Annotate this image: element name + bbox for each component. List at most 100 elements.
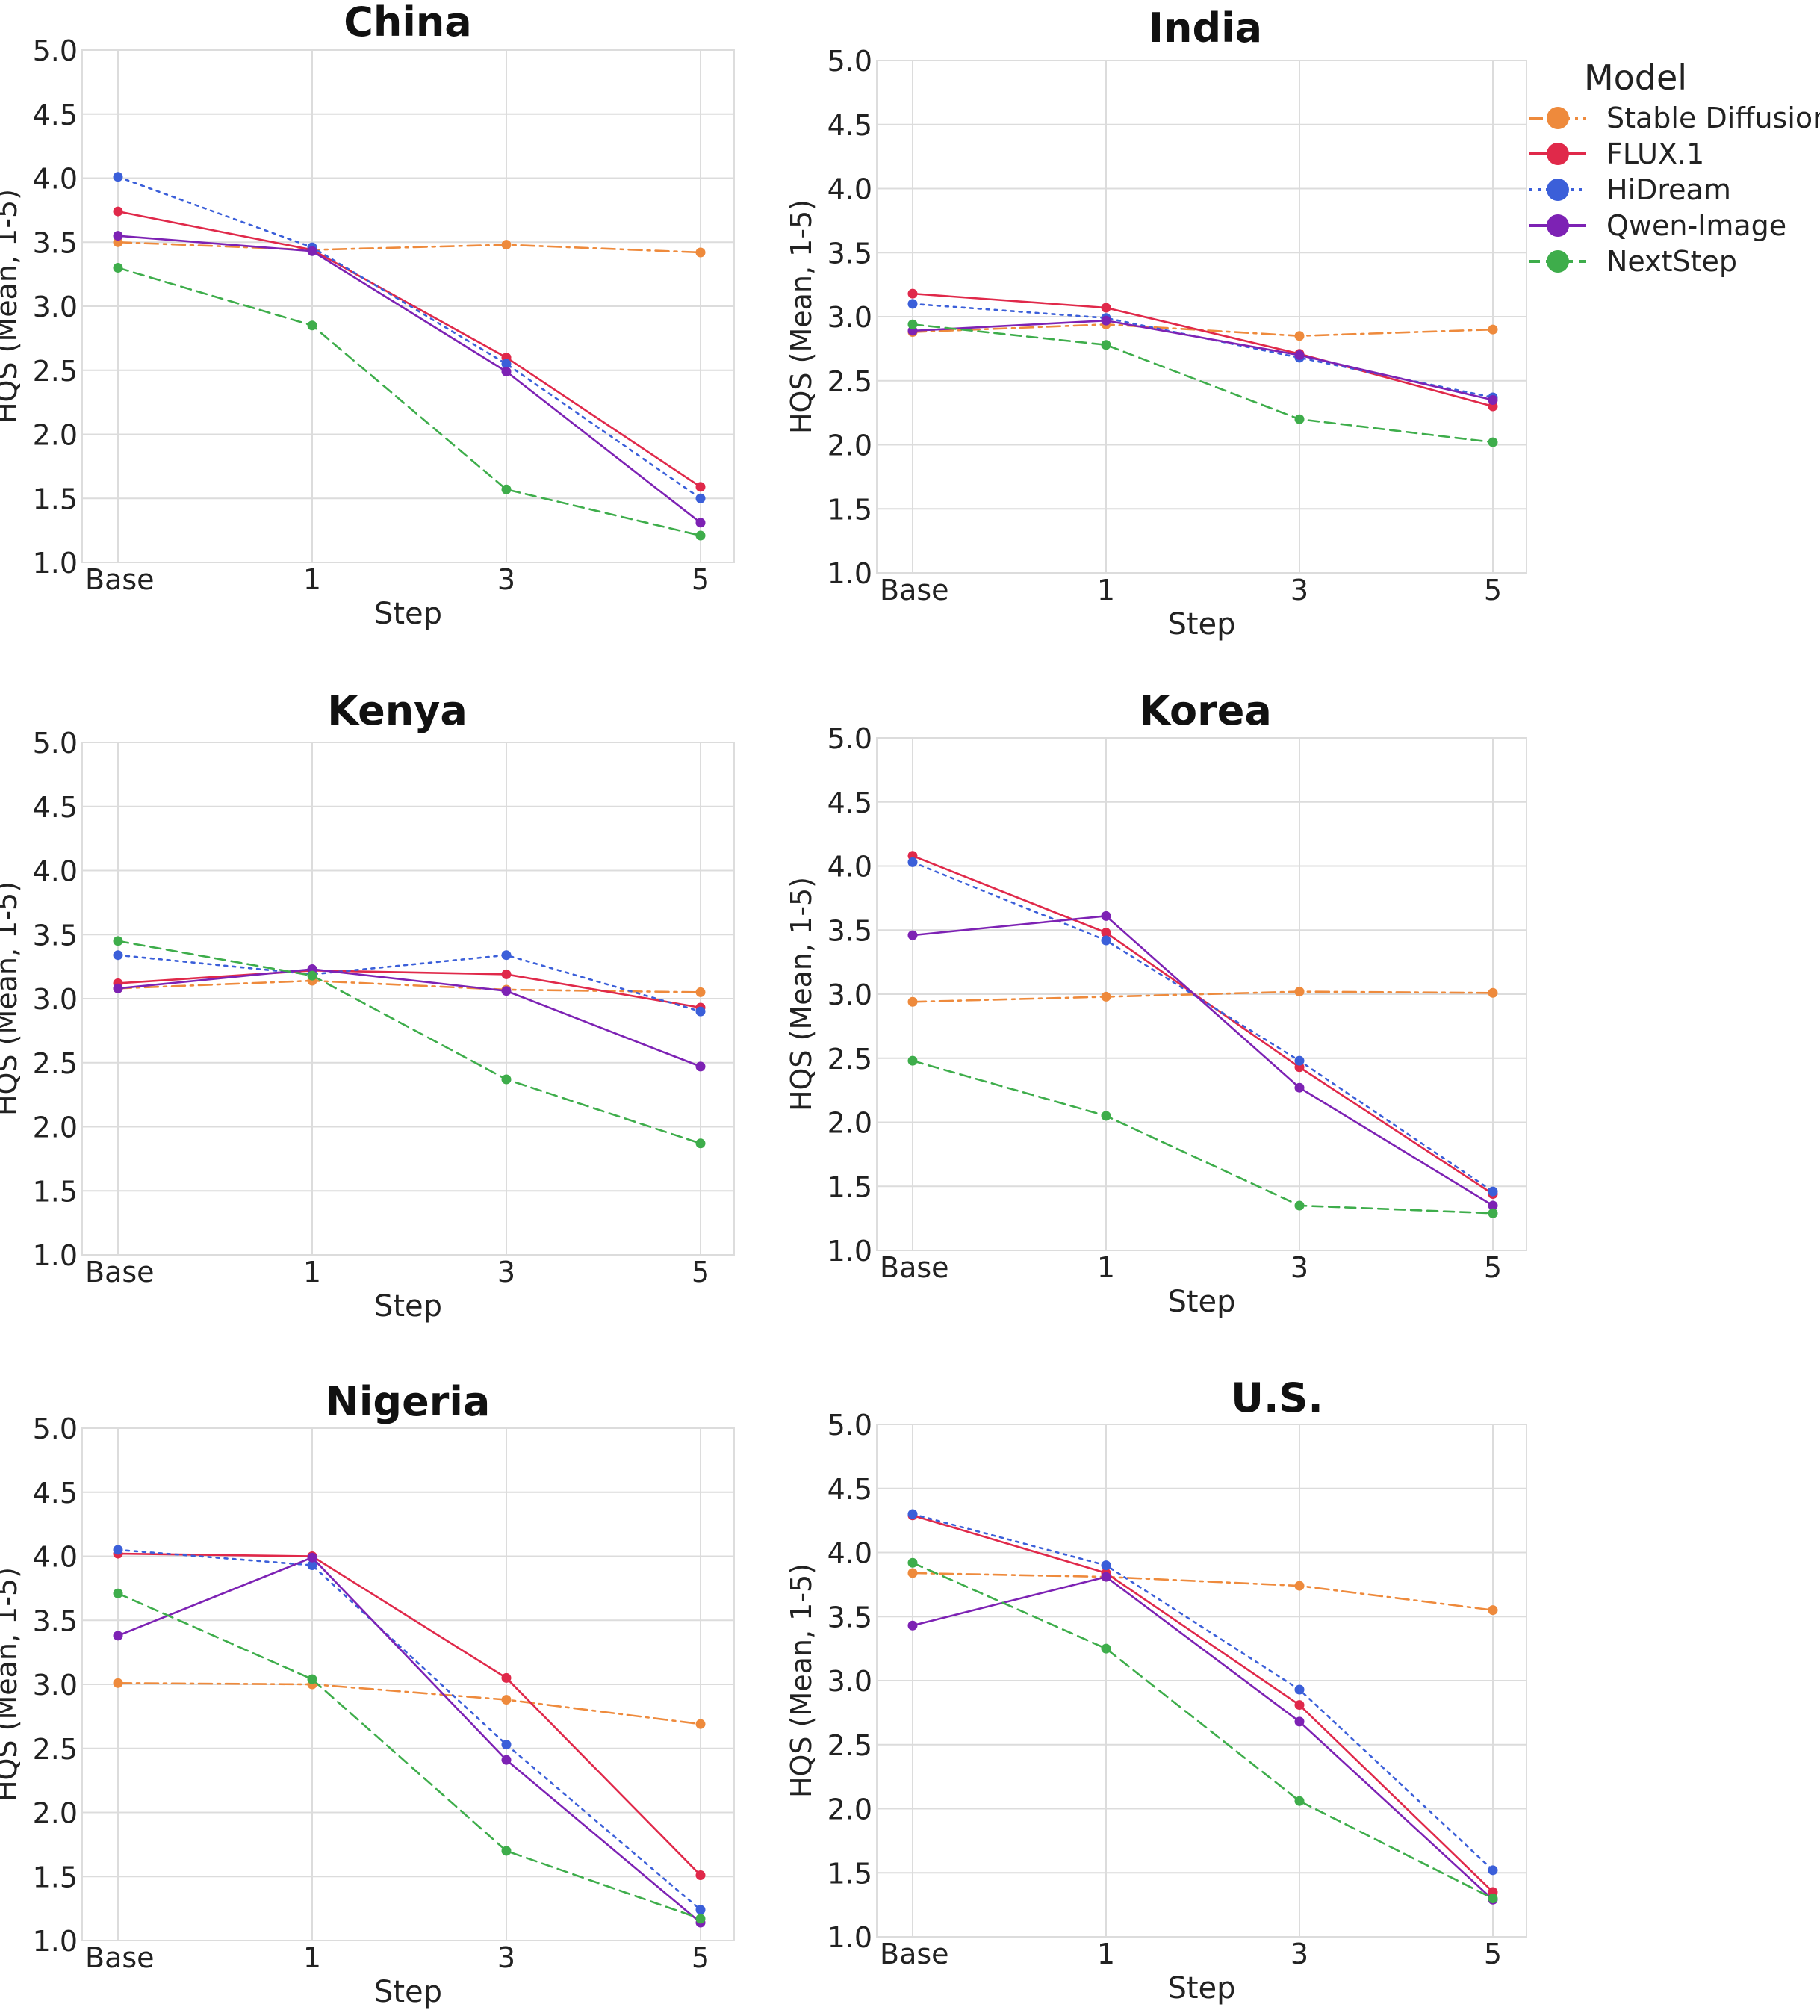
series-line <box>911 319 1494 401</box>
y-tick-label: 4.0 <box>33 163 78 196</box>
data-point <box>501 1695 512 1705</box>
data-point <box>1488 1605 1498 1616</box>
y-tick-label: 4.0 <box>33 1541 78 1574</box>
chart-title: Nigeria <box>326 1378 491 1425</box>
data-point <box>501 366 512 376</box>
y-tick-label: 3.0 <box>827 978 872 1011</box>
series-line <box>117 1552 702 1876</box>
data-point <box>307 1560 317 1571</box>
y-axis-label: HQS (Mean, 1-5) <box>785 877 818 1111</box>
data-point <box>1488 1186 1498 1197</box>
x-tick-label: Base <box>85 1941 155 1974</box>
legend-marker <box>1547 250 1569 273</box>
data-point <box>1488 1894 1498 1904</box>
x-tick-label: 1 <box>1097 1251 1115 1284</box>
y-tick-label: 3.5 <box>33 919 78 952</box>
y-tick-label: 1.5 <box>33 483 78 515</box>
data-point <box>307 970 317 981</box>
data-point <box>1101 303 1111 313</box>
x-tick-label: 5 <box>692 1941 709 1974</box>
series-line <box>117 241 702 254</box>
x-tick-label: 1 <box>303 1941 321 1974</box>
data-point <box>1488 1208 1498 1218</box>
y-tick-label: 4.0 <box>827 173 872 206</box>
y-tick-label: 3.0 <box>827 1665 872 1698</box>
data-point <box>1101 935 1111 946</box>
series <box>113 1545 706 1915</box>
y-tick-label: 2.0 <box>827 429 872 462</box>
legend-label: NextStep <box>1606 245 1737 278</box>
legend: Model Stable DiffusionFLUX.1HiDreamQwen-… <box>1529 58 1820 278</box>
data-point <box>113 1545 123 1555</box>
data-point <box>907 1509 918 1519</box>
data-point <box>1101 315 1111 326</box>
data-point <box>1488 1865 1498 1876</box>
x-axis-label: Step <box>1167 1285 1235 1319</box>
chart-panel: 1.0 1.5 2.0 2.5 3.0 3.5 4.0 4.5 5.0 Base 1 3 5 U.S. St… <box>785 1374 1527 2006</box>
data-point <box>113 206 123 217</box>
data-point <box>501 484 512 494</box>
y-axis-label: HQS (Mean, 1-5) <box>785 199 818 434</box>
data-point <box>1294 414 1305 424</box>
data-point <box>307 246 317 256</box>
legend-entry: Stable Diffusion <box>1529 102 1820 134</box>
y-tick-label: 2.5 <box>33 1047 78 1080</box>
y-tick-label: 4.0 <box>33 855 78 888</box>
y-tick-label: 1.0 <box>827 1921 872 1954</box>
y-tick-label: 1.0 <box>33 1239 78 1272</box>
x-tick-label: 5 <box>1484 1251 1502 1284</box>
x-tick-label: 1 <box>1097 1938 1115 1970</box>
data-point <box>1488 1200 1498 1211</box>
chart-title: U.S. <box>1231 1374 1323 1421</box>
data-point <box>1294 987 1305 997</box>
y-tick-label: 1.5 <box>827 493 872 526</box>
data-point <box>1101 1560 1111 1571</box>
legend-label: FLUX.1 <box>1606 137 1704 170</box>
data-point <box>113 1631 123 1641</box>
data-point <box>307 1674 317 1684</box>
chart-panel: 1.0 1.5 2.0 2.5 3.0 3.5 4.0 4.5 5.0 Base 1 3 5 Nigeri… <box>0 1378 735 2009</box>
series-line <box>911 1513 1494 1872</box>
y-tick-label: 2.5 <box>827 1043 872 1076</box>
data-point <box>1294 1200 1305 1211</box>
data-point <box>907 299 918 309</box>
series-line <box>117 176 702 500</box>
data-point <box>695 987 706 997</box>
data-point <box>695 530 706 541</box>
series <box>113 172 706 503</box>
series <box>113 237 706 258</box>
data-point <box>695 1914 706 1924</box>
y-tick-label: 4.5 <box>33 99 78 131</box>
series <box>113 231 706 528</box>
data-point <box>695 1138 706 1149</box>
x-axis-label: Step <box>374 597 442 631</box>
legend-entry: Qwen-Image <box>1529 209 1786 242</box>
series <box>907 299 1498 403</box>
data-point <box>1488 324 1498 335</box>
data-point <box>1488 437 1498 447</box>
data-point <box>501 1074 512 1085</box>
chart-title: India <box>1149 4 1262 52</box>
chart-title: Kenya <box>327 687 468 734</box>
y-tick-label: 4.5 <box>33 791 78 824</box>
y-tick-label: 3.0 <box>827 301 872 334</box>
chart-panel: 1.0 1.5 2.0 2.5 3.0 3.5 4.0 4.5 5.0 Base 1 3 5 Kenya S… <box>0 687 735 1324</box>
y-tick-label: 3.5 <box>33 226 78 259</box>
data-point <box>695 493 706 503</box>
series <box>113 936 706 1149</box>
data-point <box>907 857 918 867</box>
data-point <box>1101 1643 1111 1654</box>
y-tick-label: 2.5 <box>827 1729 872 1762</box>
data-point <box>907 319 918 329</box>
y-tick-label: 4.0 <box>827 851 872 884</box>
y-tick-label: 4.5 <box>827 1473 872 1506</box>
series <box>907 1055 1498 1218</box>
y-axis-label: HQS (Mean, 1-5) <box>0 189 23 424</box>
data-point <box>113 1588 123 1598</box>
y-tick-label: 2.5 <box>33 1733 78 1766</box>
series <box>907 851 1498 1200</box>
series <box>113 206 706 492</box>
y-tick-label: 1.5 <box>827 1170 872 1203</box>
y-tick-label: 1.5 <box>827 1857 872 1890</box>
data-point <box>1294 1684 1305 1695</box>
